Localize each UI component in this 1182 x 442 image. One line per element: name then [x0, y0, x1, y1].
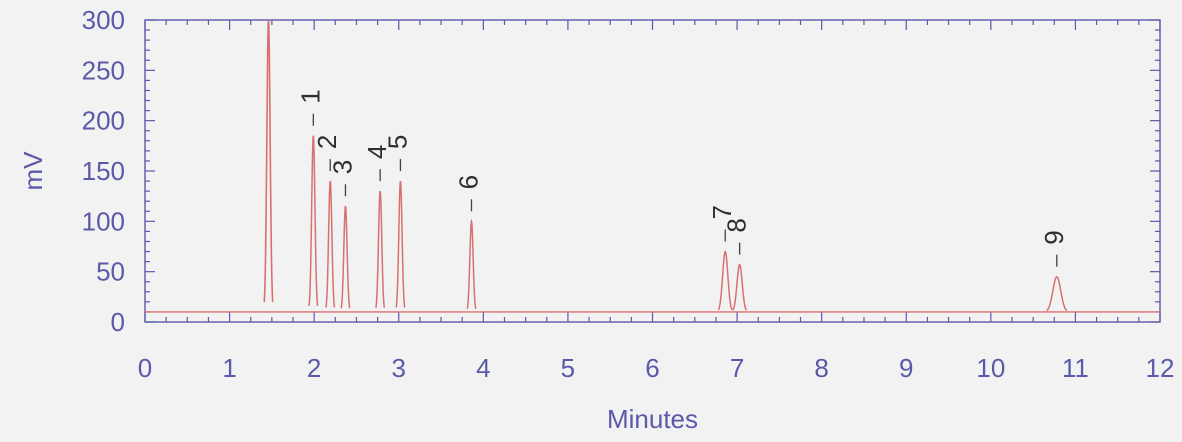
plot-border — [144, 19, 1161, 323]
peak-label-5: 5 — [382, 135, 412, 149]
x-tick-label: 7 — [730, 353, 744, 383]
peak-label-8: 8 — [722, 218, 752, 232]
traces — [145, 19, 1160, 313]
peak-label-1: 1 — [295, 89, 325, 103]
x-tick-label: 0 — [138, 353, 152, 383]
x-tick-label: 10 — [976, 353, 1005, 383]
x-tick-label: 12 — [1146, 353, 1175, 383]
peak-6 — [466, 218, 477, 309]
peak-7 — [717, 250, 733, 311]
peak-1 — [308, 135, 319, 307]
peak-8 — [732, 263, 748, 311]
peak-label-2: 2 — [312, 135, 342, 149]
y-tick-label: 250 — [82, 55, 125, 85]
peak-markers: 1 2 345 6 78 9 — [295, 89, 1069, 267]
peak-3 — [340, 206, 351, 309]
solvent-peak — [263, 19, 274, 303]
peak-9 — [1046, 275, 1068, 312]
y-tick-label: 200 — [82, 106, 125, 136]
x-tick-label: 6 — [645, 353, 659, 383]
plot-frame — [144, 19, 1161, 323]
x-tick-label: 8 — [814, 353, 828, 383]
peak-label-6: 6 — [453, 175, 483, 189]
peak-4 — [375, 190, 386, 308]
x-tick-label: 3 — [392, 353, 406, 383]
y-tick-label: 50 — [96, 257, 125, 287]
peak-label-9: 9 — [1039, 230, 1069, 244]
x-tick-label: 11 — [1062, 353, 1089, 383]
x-tick-label: 4 — [476, 353, 490, 383]
peak-5 — [395, 180, 406, 308]
x-tick-label: 9 — [899, 353, 913, 383]
y-tick-label: 300 — [82, 5, 125, 35]
x-tick-label: 2 — [307, 353, 321, 383]
y-axis: 0 50 100 150 200 250 300 — [82, 5, 1160, 337]
peak-label-4: 4 — [362, 145, 392, 159]
y-tick-label: 150 — [82, 156, 125, 186]
y-tick-label: 100 — [82, 206, 125, 236]
peak-label-3: 3 — [327, 160, 357, 174]
y-axis-title: mV — [18, 151, 48, 191]
y-tick-label: 0 — [111, 307, 125, 337]
peak-2 — [325, 180, 336, 308]
peak-label-7: 7 — [707, 205, 737, 219]
x-tick-label: 1 — [222, 353, 236, 383]
x-tick-label: 5 — [561, 353, 575, 383]
x-axis: 0 1 2 3 4 5 6 7 8 9 10 11 12 — [138, 20, 1175, 383]
x-axis-title: Minutes — [607, 404, 698, 434]
